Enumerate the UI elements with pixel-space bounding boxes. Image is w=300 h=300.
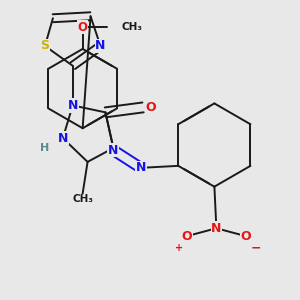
Text: O: O [78,21,88,34]
Text: N: N [58,132,68,145]
Text: N: N [108,143,118,157]
Text: CH₃: CH₃ [121,22,142,32]
Text: N: N [136,161,146,174]
Text: N: N [211,222,222,235]
Text: −: − [251,242,261,255]
Text: N: N [95,40,106,52]
Text: O: O [241,230,251,243]
Text: CH₃: CH₃ [72,194,93,203]
Text: S: S [40,40,50,52]
Text: N: N [68,99,78,112]
Text: +: + [175,243,183,253]
Text: H: H [40,143,50,153]
Text: O: O [146,101,156,114]
Text: O: O [181,230,192,243]
